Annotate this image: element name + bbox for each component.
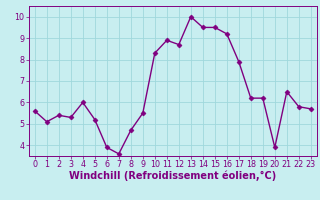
X-axis label: Windchill (Refroidissement éolien,°C): Windchill (Refroidissement éolien,°C) xyxy=(69,171,276,181)
